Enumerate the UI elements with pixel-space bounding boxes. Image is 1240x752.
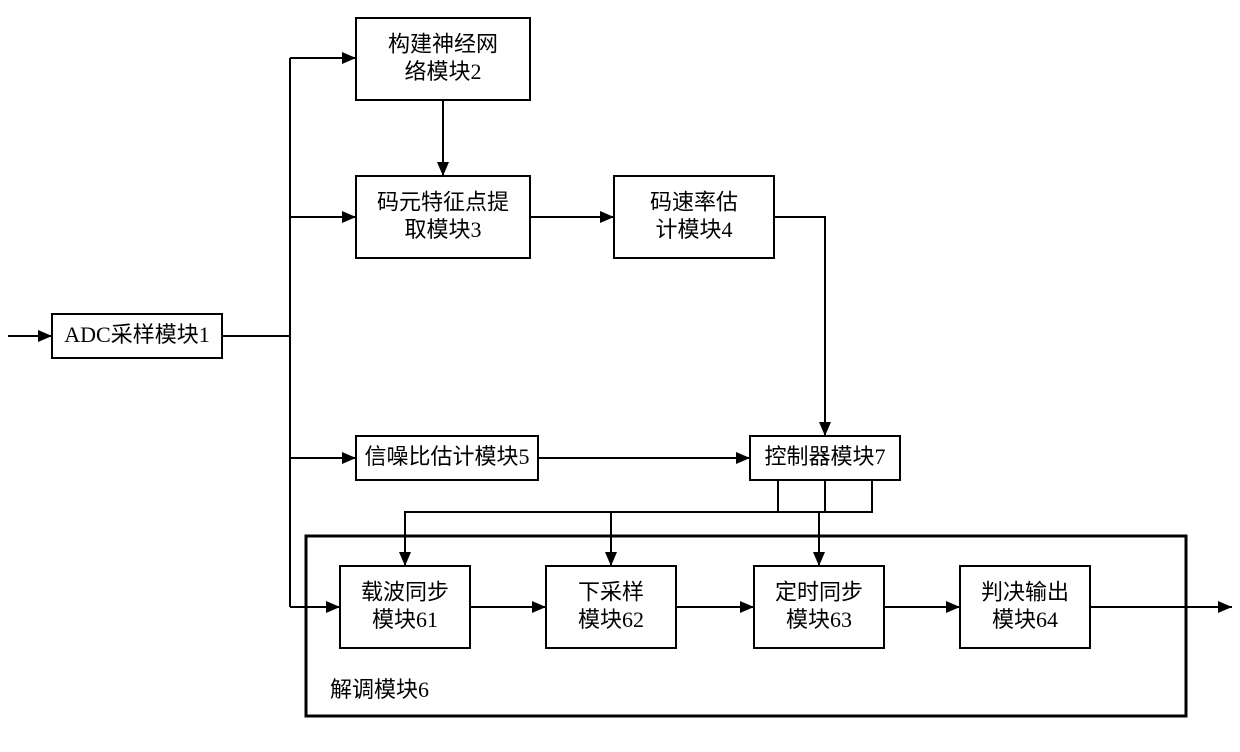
node-m64-label-1: 模块64 [992, 607, 1058, 632]
node-m61-label-0: 载波同步 [361, 579, 449, 604]
node-m62-label-1: 模块62 [578, 607, 644, 632]
node-m64-label-0: 判决输出 [981, 579, 1069, 604]
node-snr-label-0: 信噪比估计模块5 [364, 444, 529, 469]
node-m62-label-0: 下采样 [578, 579, 644, 604]
node-feat-label-1: 取模块3 [404, 217, 481, 242]
node-m63-label-1: 模块63 [786, 607, 852, 632]
node-feat-label-0: 码元特征点提 [377, 189, 509, 214]
group-demod-label: 解调模块6 [330, 677, 429, 702]
flowchart-canvas: 解调模块6 ADC采样模块1 构建神经网络模块2 码元特征点提取模块3 码速率估计模块4… [0, 0, 1240, 752]
node-nn-label-1: 络模块2 [404, 59, 481, 84]
node-m61-label-1: 模块61 [372, 607, 438, 632]
node-rate-label-1: 计模块4 [655, 217, 732, 242]
node-m63-label-0: 定时同步 [775, 579, 863, 604]
edge-ctrl-m62 [611, 480, 825, 566]
edge-ctrl-m63 [819, 480, 872, 566]
node-ctrl-label-0: 控制器模块7 [764, 444, 885, 469]
node-rate-label-0: 码速率估 [650, 189, 738, 214]
node-nn-label-0: 构建神经网 [388, 31, 498, 56]
edge-rate-ctrl [774, 217, 825, 436]
edge-ctrl-m61 [405, 480, 778, 566]
node-adc-label-0: ADC采样模块1 [64, 322, 209, 347]
